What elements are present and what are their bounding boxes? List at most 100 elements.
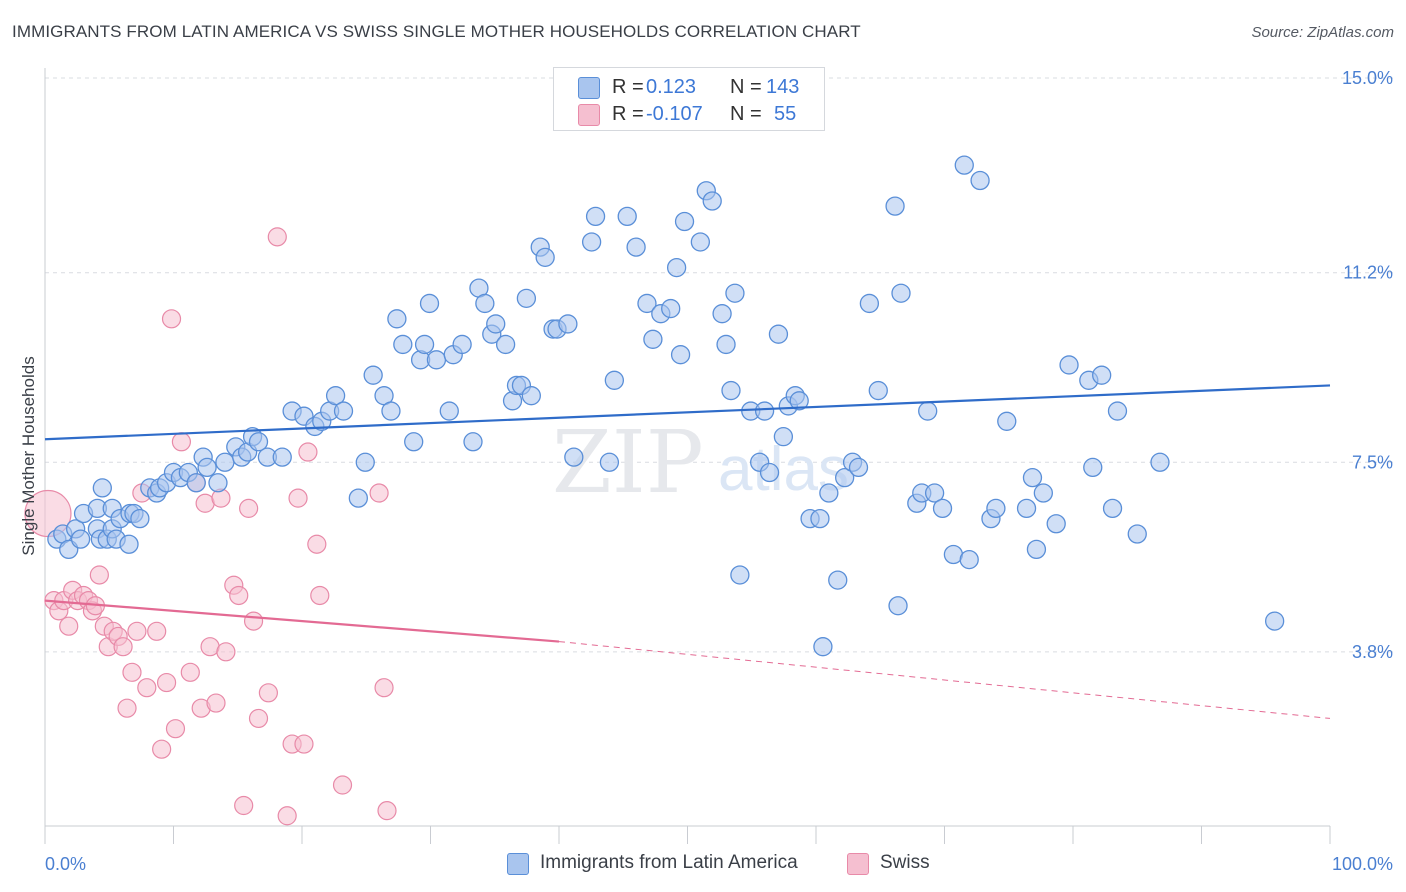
x-tick-label: 100.0% bbox=[1332, 854, 1393, 874]
latin-america-point bbox=[666, 257, 687, 278]
latin-america-point bbox=[759, 462, 780, 483]
latin-america-point bbox=[355, 452, 375, 472]
latin-america-point bbox=[1092, 365, 1112, 385]
swiss-point bbox=[277, 806, 297, 826]
source-credit: Source: ZipAtlas.com bbox=[1251, 24, 1394, 41]
latin-america-point bbox=[404, 432, 424, 452]
axes bbox=[44, 68, 1331, 844]
y-tick-label: 7.5% bbox=[1352, 452, 1393, 472]
latin-america-point bbox=[248, 432, 269, 452]
legend-swatch-pink bbox=[578, 104, 600, 126]
swiss-point bbox=[243, 611, 264, 631]
latin-america-point bbox=[414, 334, 435, 355]
latin-america-point bbox=[439, 401, 459, 421]
latin-america-point bbox=[888, 596, 908, 616]
latin-america-point bbox=[272, 447, 292, 467]
latin-america-point bbox=[1102, 498, 1123, 519]
latin-america-point bbox=[495, 334, 516, 355]
latin-america-point bbox=[1083, 457, 1103, 478]
latin-america-point bbox=[558, 314, 578, 334]
latin-america-point bbox=[516, 288, 537, 308]
latin-america-point bbox=[1127, 524, 1147, 544]
latin-america-point bbox=[730, 565, 750, 585]
swiss-point bbox=[171, 432, 192, 452]
latin-america-point bbox=[1150, 452, 1170, 472]
legend-r-value: -0.107 bbox=[646, 103, 703, 125]
legend-r-label: R = bbox=[612, 76, 644, 98]
latin-america-point bbox=[789, 391, 809, 411]
swiss-points bbox=[24, 227, 397, 826]
swiss-point bbox=[137, 678, 157, 698]
swiss-point bbox=[147, 621, 167, 641]
latin-america-point bbox=[92, 478, 112, 498]
latin-america-point bbox=[661, 298, 681, 319]
latin-america-point bbox=[1059, 355, 1079, 375]
chart-title: IMMIGRANTS FROM LATIN AMERICA VS SWISS S… bbox=[12, 22, 861, 41]
latin-america-point bbox=[348, 488, 368, 508]
latin-america-point bbox=[617, 206, 637, 227]
latin-america-point bbox=[1264, 611, 1285, 631]
latin-america-point bbox=[643, 329, 663, 349]
latin-america-point bbox=[626, 237, 646, 257]
swiss-point bbox=[298, 442, 318, 462]
swiss-point bbox=[180, 662, 200, 682]
latin-america-point bbox=[1016, 498, 1037, 519]
swiss-point bbox=[239, 498, 259, 518]
swiss-point bbox=[216, 642, 236, 662]
latin-america-point bbox=[585, 206, 606, 227]
swiss-point bbox=[369, 483, 389, 503]
latin-america-point bbox=[208, 473, 228, 493]
legend-r-value: 0.123 bbox=[646, 76, 697, 98]
latin-america-point bbox=[581, 232, 602, 252]
latin-america-point bbox=[819, 483, 839, 503]
latin-america-point bbox=[702, 191, 722, 211]
latin-america-point bbox=[810, 508, 830, 529]
swiss-point bbox=[117, 698, 137, 718]
swiss-point bbox=[165, 719, 186, 739]
legend-row-latin-america: R = 0.123 N = 143 bbox=[554, 74, 824, 100]
bottom-legend-label: Swiss bbox=[880, 852, 930, 873]
latin-america-point bbox=[754, 401, 775, 421]
swiss-point bbox=[248, 708, 269, 729]
legend-n-value: 143 bbox=[766, 76, 800, 98]
latin-america-point bbox=[997, 411, 1017, 431]
latin-america-point bbox=[773, 427, 794, 447]
latin-america-point bbox=[690, 232, 710, 252]
latin-america-point bbox=[828, 570, 848, 590]
latin-america-point bbox=[486, 314, 506, 334]
latin-america-point bbox=[599, 452, 620, 472]
latin-america-point bbox=[564, 447, 584, 467]
latin-america-point bbox=[932, 498, 953, 519]
legend: R = 0.123 N = 143 R = -0.107 N = 55 bbox=[553, 67, 825, 131]
latin-america-point bbox=[393, 334, 413, 355]
swiss-point bbox=[374, 678, 394, 698]
latin-america-point bbox=[959, 549, 979, 570]
swiss-point bbox=[122, 662, 142, 682]
latin-america-point bbox=[835, 467, 855, 488]
x-tick-label: 0.0% bbox=[45, 854, 86, 874]
swiss-point bbox=[267, 227, 287, 247]
latin-america-point bbox=[868, 380, 888, 401]
latin-america-point bbox=[452, 334, 472, 355]
latin-america-point bbox=[885, 196, 905, 216]
bottom-legend-swatch-pink bbox=[847, 853, 869, 875]
latin-america-point bbox=[119, 534, 139, 554]
swiss-point bbox=[113, 637, 133, 657]
latin-america-point bbox=[463, 432, 483, 452]
legend-n-value: 55 bbox=[774, 103, 797, 125]
latin-america-point bbox=[954, 155, 974, 175]
latin-america-point bbox=[1107, 401, 1128, 421]
grid-lines bbox=[45, 77, 1395, 653]
swiss-point bbox=[332, 775, 353, 795]
latin-america-point bbox=[604, 370, 625, 390]
y-tick-label: 15.0% bbox=[1342, 68, 1393, 88]
latin-america-point bbox=[918, 401, 938, 421]
latin-america-points bbox=[47, 155, 1285, 657]
latin-america-point bbox=[716, 334, 736, 355]
y-tick-label: 3.8% bbox=[1352, 642, 1393, 662]
swiss-point bbox=[59, 616, 79, 636]
latin-america-point bbox=[130, 508, 150, 529]
swiss-point bbox=[377, 801, 397, 821]
latin-america-point bbox=[891, 283, 911, 303]
legend-row-swiss: R = -0.107 N = 55 bbox=[554, 101, 824, 127]
